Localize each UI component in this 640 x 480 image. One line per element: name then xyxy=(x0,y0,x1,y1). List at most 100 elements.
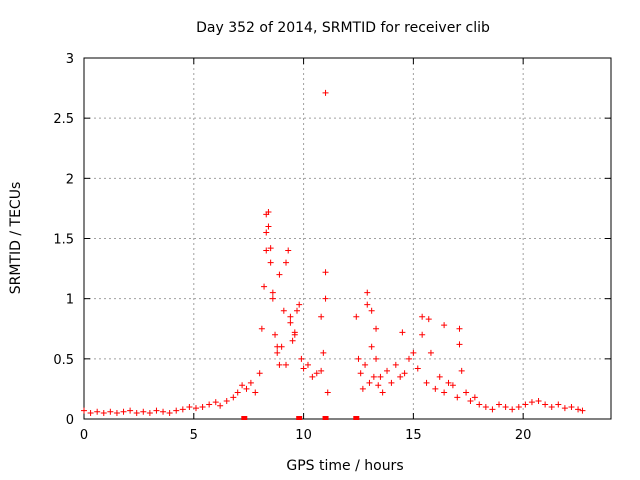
data-point xyxy=(359,385,366,392)
y-tick-label: 3 xyxy=(66,52,74,67)
data-point xyxy=(186,403,193,410)
data-point xyxy=(263,247,270,254)
y-tick-label: 1 xyxy=(66,293,74,308)
data-point xyxy=(432,385,439,392)
data-point xyxy=(522,401,529,408)
data-point xyxy=(140,408,147,415)
data-point xyxy=(535,397,542,404)
data-point xyxy=(239,382,246,389)
data-point xyxy=(318,367,325,374)
data-point xyxy=(304,361,311,368)
data-point xyxy=(436,373,443,380)
data-point xyxy=(252,389,259,396)
chart-title: Day 352 of 2014, SRMTID for receiver cli… xyxy=(196,20,490,36)
data-point xyxy=(423,379,430,386)
data-point xyxy=(579,407,586,414)
data-point xyxy=(355,355,362,362)
data-point xyxy=(322,295,329,302)
data-point xyxy=(441,322,448,329)
x-tick-label: 0 xyxy=(80,428,88,443)
data-point xyxy=(287,319,294,326)
data-point xyxy=(272,331,279,338)
data-point xyxy=(575,406,582,413)
data-point xyxy=(94,408,101,415)
data-point xyxy=(247,379,254,386)
x-tick-label: 5 xyxy=(190,428,198,443)
data-point xyxy=(133,409,140,416)
data-point xyxy=(146,409,153,416)
data-point xyxy=(263,229,270,236)
data-point xyxy=(458,367,465,374)
data-point xyxy=(258,325,265,332)
data-point xyxy=(322,89,329,96)
data-point xyxy=(300,365,307,372)
grid-lines xyxy=(84,58,611,419)
data-point xyxy=(223,397,230,404)
data-point xyxy=(322,269,329,276)
data-point xyxy=(353,313,360,320)
data-point xyxy=(454,394,461,401)
data-point xyxy=(287,313,294,320)
data-point xyxy=(441,389,448,396)
data-point xyxy=(256,370,263,377)
data-point xyxy=(234,389,241,396)
data-point xyxy=(324,389,331,396)
y-axis-label: SRMTID / TECUs xyxy=(8,182,24,295)
data-point xyxy=(377,373,384,380)
data-point xyxy=(107,408,114,415)
data-point xyxy=(568,403,575,410)
data-point xyxy=(419,331,426,338)
data-point xyxy=(267,245,274,252)
data-point xyxy=(509,406,516,413)
y-tick-label: 2.5 xyxy=(53,112,74,127)
data-point xyxy=(269,289,276,296)
data-point xyxy=(291,329,298,336)
data-point xyxy=(283,361,290,368)
data-point xyxy=(296,301,303,308)
data-point xyxy=(445,379,452,386)
data-point xyxy=(410,349,417,356)
data-point xyxy=(285,247,292,254)
x-tick-label: 15 xyxy=(405,428,422,443)
y-tick-label: 0 xyxy=(66,413,74,428)
x-axis-label: GPS time / hours xyxy=(286,458,403,474)
data-point xyxy=(274,349,281,356)
data-point xyxy=(368,343,375,350)
data-point xyxy=(192,405,199,412)
plot-frame xyxy=(83,57,612,420)
data-point xyxy=(153,407,160,414)
data-point xyxy=(217,402,224,409)
data-point xyxy=(269,295,276,302)
data-point xyxy=(280,307,287,314)
data-point xyxy=(476,401,483,408)
data-point xyxy=(120,408,127,415)
data-point xyxy=(375,382,382,389)
data-point xyxy=(230,394,237,401)
data-point xyxy=(489,406,496,413)
data-point xyxy=(373,355,380,362)
data-point xyxy=(199,403,206,410)
data-point xyxy=(261,283,268,290)
data-point xyxy=(212,399,219,406)
data-point xyxy=(379,389,386,396)
data-point xyxy=(548,403,555,410)
data-point xyxy=(496,401,503,408)
data-point xyxy=(456,341,463,348)
data-point xyxy=(298,355,305,362)
data-point xyxy=(100,409,107,416)
data-point xyxy=(542,401,549,408)
data-point xyxy=(364,289,371,296)
x-tick-label: 10 xyxy=(295,428,312,443)
x-tick-label: 20 xyxy=(515,428,532,443)
data-point xyxy=(425,316,432,323)
data-point xyxy=(399,329,406,336)
data-point xyxy=(419,313,426,320)
data-point xyxy=(373,325,380,332)
data-point xyxy=(206,401,213,408)
y-tick-label: 1.5 xyxy=(53,233,74,248)
data-point xyxy=(87,409,94,416)
data-point xyxy=(166,409,173,416)
gap-marker xyxy=(322,416,329,420)
data-point xyxy=(265,223,272,230)
